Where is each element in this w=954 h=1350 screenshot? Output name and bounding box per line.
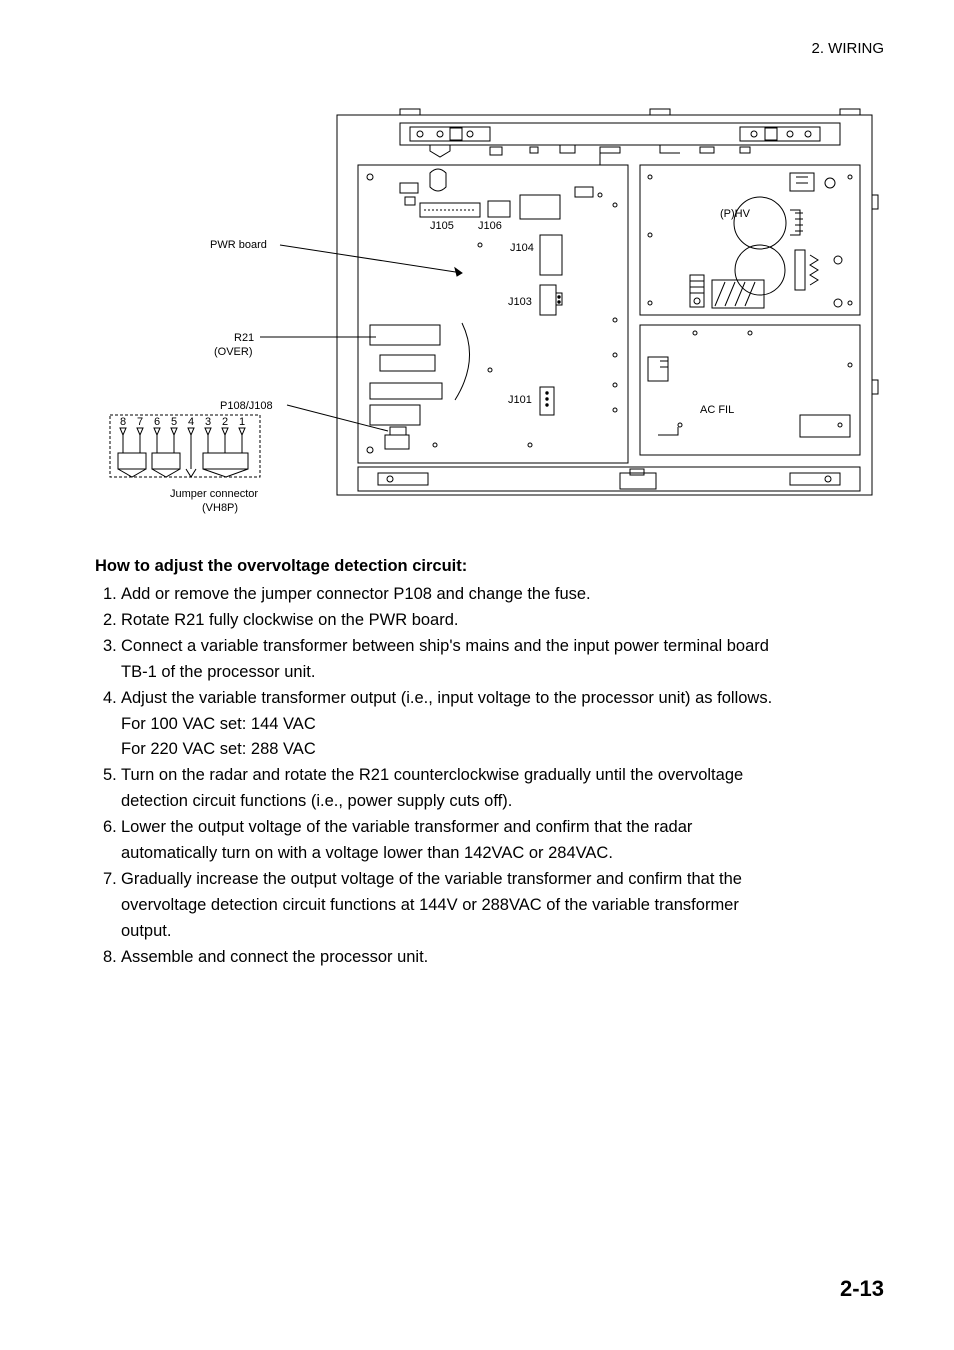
body-content: How to adjust the overvoltage detection … xyxy=(95,555,884,972)
step-3: 3.Connect a variable transformer between… xyxy=(95,635,884,659)
pin-7: 7 xyxy=(137,416,143,428)
label-phv: (P)HV xyxy=(720,208,751,220)
step-4: 4.Adjust the variable transformer output… xyxy=(95,687,884,711)
label-j105: J105 xyxy=(430,220,454,232)
page-header: 2. WIRING xyxy=(811,40,884,57)
step-2: 2.Rotate R21 fully clockwise on the PWR … xyxy=(95,609,884,633)
page-number: 2-13 xyxy=(840,1276,884,1302)
step-4-l3: For 220 VAC set: 288 VAC xyxy=(95,738,884,762)
pin-3: 3 xyxy=(205,416,211,428)
step-5: 5.Turn on the radar and rotate the R21 c… xyxy=(95,764,884,788)
label-p108: P108/J108 xyxy=(220,400,273,412)
pin-1: 1 xyxy=(239,416,245,428)
label-j104: J104 xyxy=(510,242,534,254)
step-7: 7.Gradually increase the output voltage … xyxy=(95,868,884,892)
label-pwr-board: PWR board xyxy=(210,239,267,251)
pin-6: 6 xyxy=(154,416,160,428)
step-1: 1.Add or remove the jumper connector P10… xyxy=(95,583,884,607)
pin-8: 8 xyxy=(120,416,126,428)
label-j101: J101 xyxy=(508,394,532,406)
step-7-l2: overvoltage detection circuit functions … xyxy=(95,894,884,918)
step-4-l2: For 100 VAC set: 144 VAC xyxy=(95,713,884,737)
pin-2: 2 xyxy=(222,416,228,428)
label-r21: R21 xyxy=(234,332,254,344)
step-6-cont: automatically turn on with a voltage low… xyxy=(95,842,884,866)
board-diagram: PWR board R21 (OVER) P108/J108 J105 J106… xyxy=(100,105,880,535)
label-over: (OVER) xyxy=(214,346,253,358)
step-7-l3: output. xyxy=(95,920,884,944)
step-8: 8.Assemble and connect the processor uni… xyxy=(95,946,884,970)
label-acfil: AC FIL xyxy=(700,404,734,416)
section-label: 2. WIRING xyxy=(811,40,884,57)
step-3-cont: TB-1 of the processor unit. xyxy=(95,661,884,685)
label-jumper1: Jumper connector xyxy=(170,488,258,500)
heading: How to adjust the overvoltage detection … xyxy=(95,555,884,579)
step-6: 6.Lower the output voltage of the variab… xyxy=(95,816,884,840)
label-j103: J103 xyxy=(508,296,532,308)
label-jumper2: (VH8P) xyxy=(202,502,238,514)
pin-4: 4 xyxy=(188,416,194,428)
pin-5: 5 xyxy=(171,416,177,428)
label-j106: J106 xyxy=(478,220,502,232)
step-5-cont: detection circuit functions (i.e., power… xyxy=(95,790,884,814)
